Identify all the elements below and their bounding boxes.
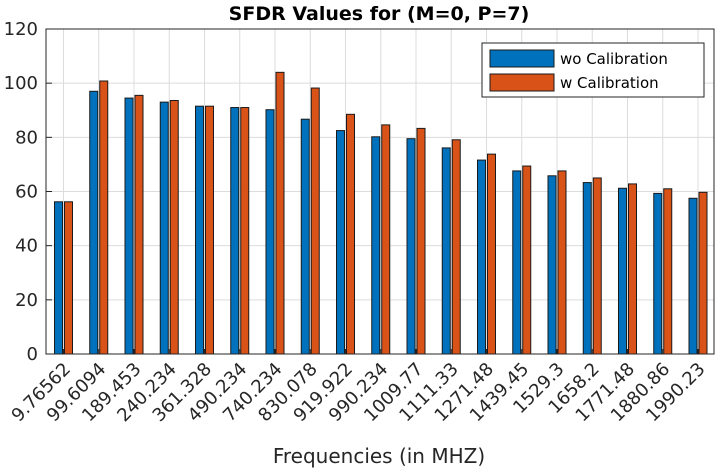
y-tick-label: 120: [4, 19, 38, 40]
x-axis-ticks: 9.7656299.6094189.453240.234361.328490.2…: [8, 349, 710, 426]
grid-lines: [46, 29, 714, 354]
legend-label-w-calibration: w Calibration: [560, 74, 659, 92]
y-tick-label: 0: [27, 344, 38, 365]
bar-wo-calibration: [54, 201, 63, 355]
y-tick-label: 80: [15, 127, 38, 148]
bar-w-calibration: [346, 113, 355, 355]
y-tick-label: 20: [15, 290, 38, 311]
bar-w-calibration: [487, 153, 496, 355]
bar-wo-calibration: [688, 197, 698, 355]
bars: [54, 71, 708, 355]
y-tick-label: 60: [15, 182, 38, 203]
bar-w-calibration: [416, 127, 426, 355]
bar-w-calibration: [628, 183, 637, 355]
legend-swatch-wo-calibration: [489, 49, 555, 68]
bar-wo-calibration: [547, 175, 557, 355]
chart-title: SFDR Values for (M=0, P=7): [229, 3, 530, 25]
bar-wo-calibration: [618, 187, 627, 355]
bar-wo-calibration: [265, 109, 275, 355]
legend-label-wo-calibration: wo Calibration: [560, 50, 668, 68]
bar-w-calibration: [275, 71, 285, 355]
bar-wo-calibration: [441, 147, 451, 355]
legend: wo Calibration w Calibration: [481, 42, 705, 98]
bar-w-calibration: [698, 191, 708, 355]
bar-w-calibration: [381, 124, 391, 355]
bar-wo-calibration: [371, 136, 381, 355]
bar-wo-calibration: [653, 192, 663, 355]
bar-wo-calibration: [512, 170, 522, 355]
bar-wo-calibration: [336, 130, 345, 355]
bar-w-calibration: [310, 87, 320, 355]
bar-w-calibration: [451, 139, 461, 355]
bar-w-calibration: [169, 100, 179, 355]
y-axis-ticks: 0 20 40 60 80 100 120: [4, 19, 52, 365]
bar-w-calibration: [557, 170, 567, 355]
bar-wo-calibration: [195, 105, 204, 355]
y-tick-label: 100: [4, 73, 38, 94]
bar-w-calibration: [592, 177, 602, 355]
bar-wo-calibration: [230, 107, 240, 355]
bar-wo-calibration: [300, 118, 310, 355]
y-tick-label: 40: [15, 236, 38, 257]
bar-wo-calibration: [89, 90, 99, 355]
bar-w-calibration: [205, 105, 214, 355]
bar-w-calibration: [240, 107, 250, 355]
bar-wo-calibration: [477, 159, 486, 355]
bar-wo-calibration: [406, 138, 416, 355]
bar-w-calibration: [64, 201, 73, 355]
bar-wo-calibration: [159, 101, 169, 355]
x-axis-label: Frequencies (in MHZ): [273, 444, 485, 468]
bar-w-calibration: [522, 165, 532, 355]
legend-swatch-w-calibration: [489, 73, 555, 92]
bar-wo-calibration: [124, 97, 134, 355]
bar-wo-calibration: [582, 182, 592, 355]
bar-w-calibration: [663, 188, 673, 355]
bar-w-calibration: [99, 80, 109, 355]
bar-w-calibration: [134, 94, 144, 355]
